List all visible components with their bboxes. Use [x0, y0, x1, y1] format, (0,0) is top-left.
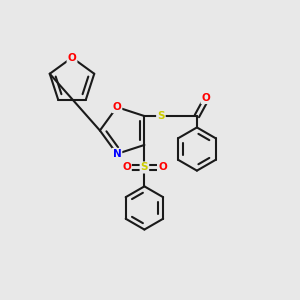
Text: O: O [68, 52, 76, 63]
Text: O: O [122, 163, 131, 172]
Text: S: S [141, 163, 148, 172]
Text: S: S [157, 111, 165, 121]
Text: O: O [112, 102, 121, 112]
Text: O: O [158, 163, 167, 172]
Text: O: O [202, 93, 210, 103]
Text: N: N [112, 149, 121, 159]
